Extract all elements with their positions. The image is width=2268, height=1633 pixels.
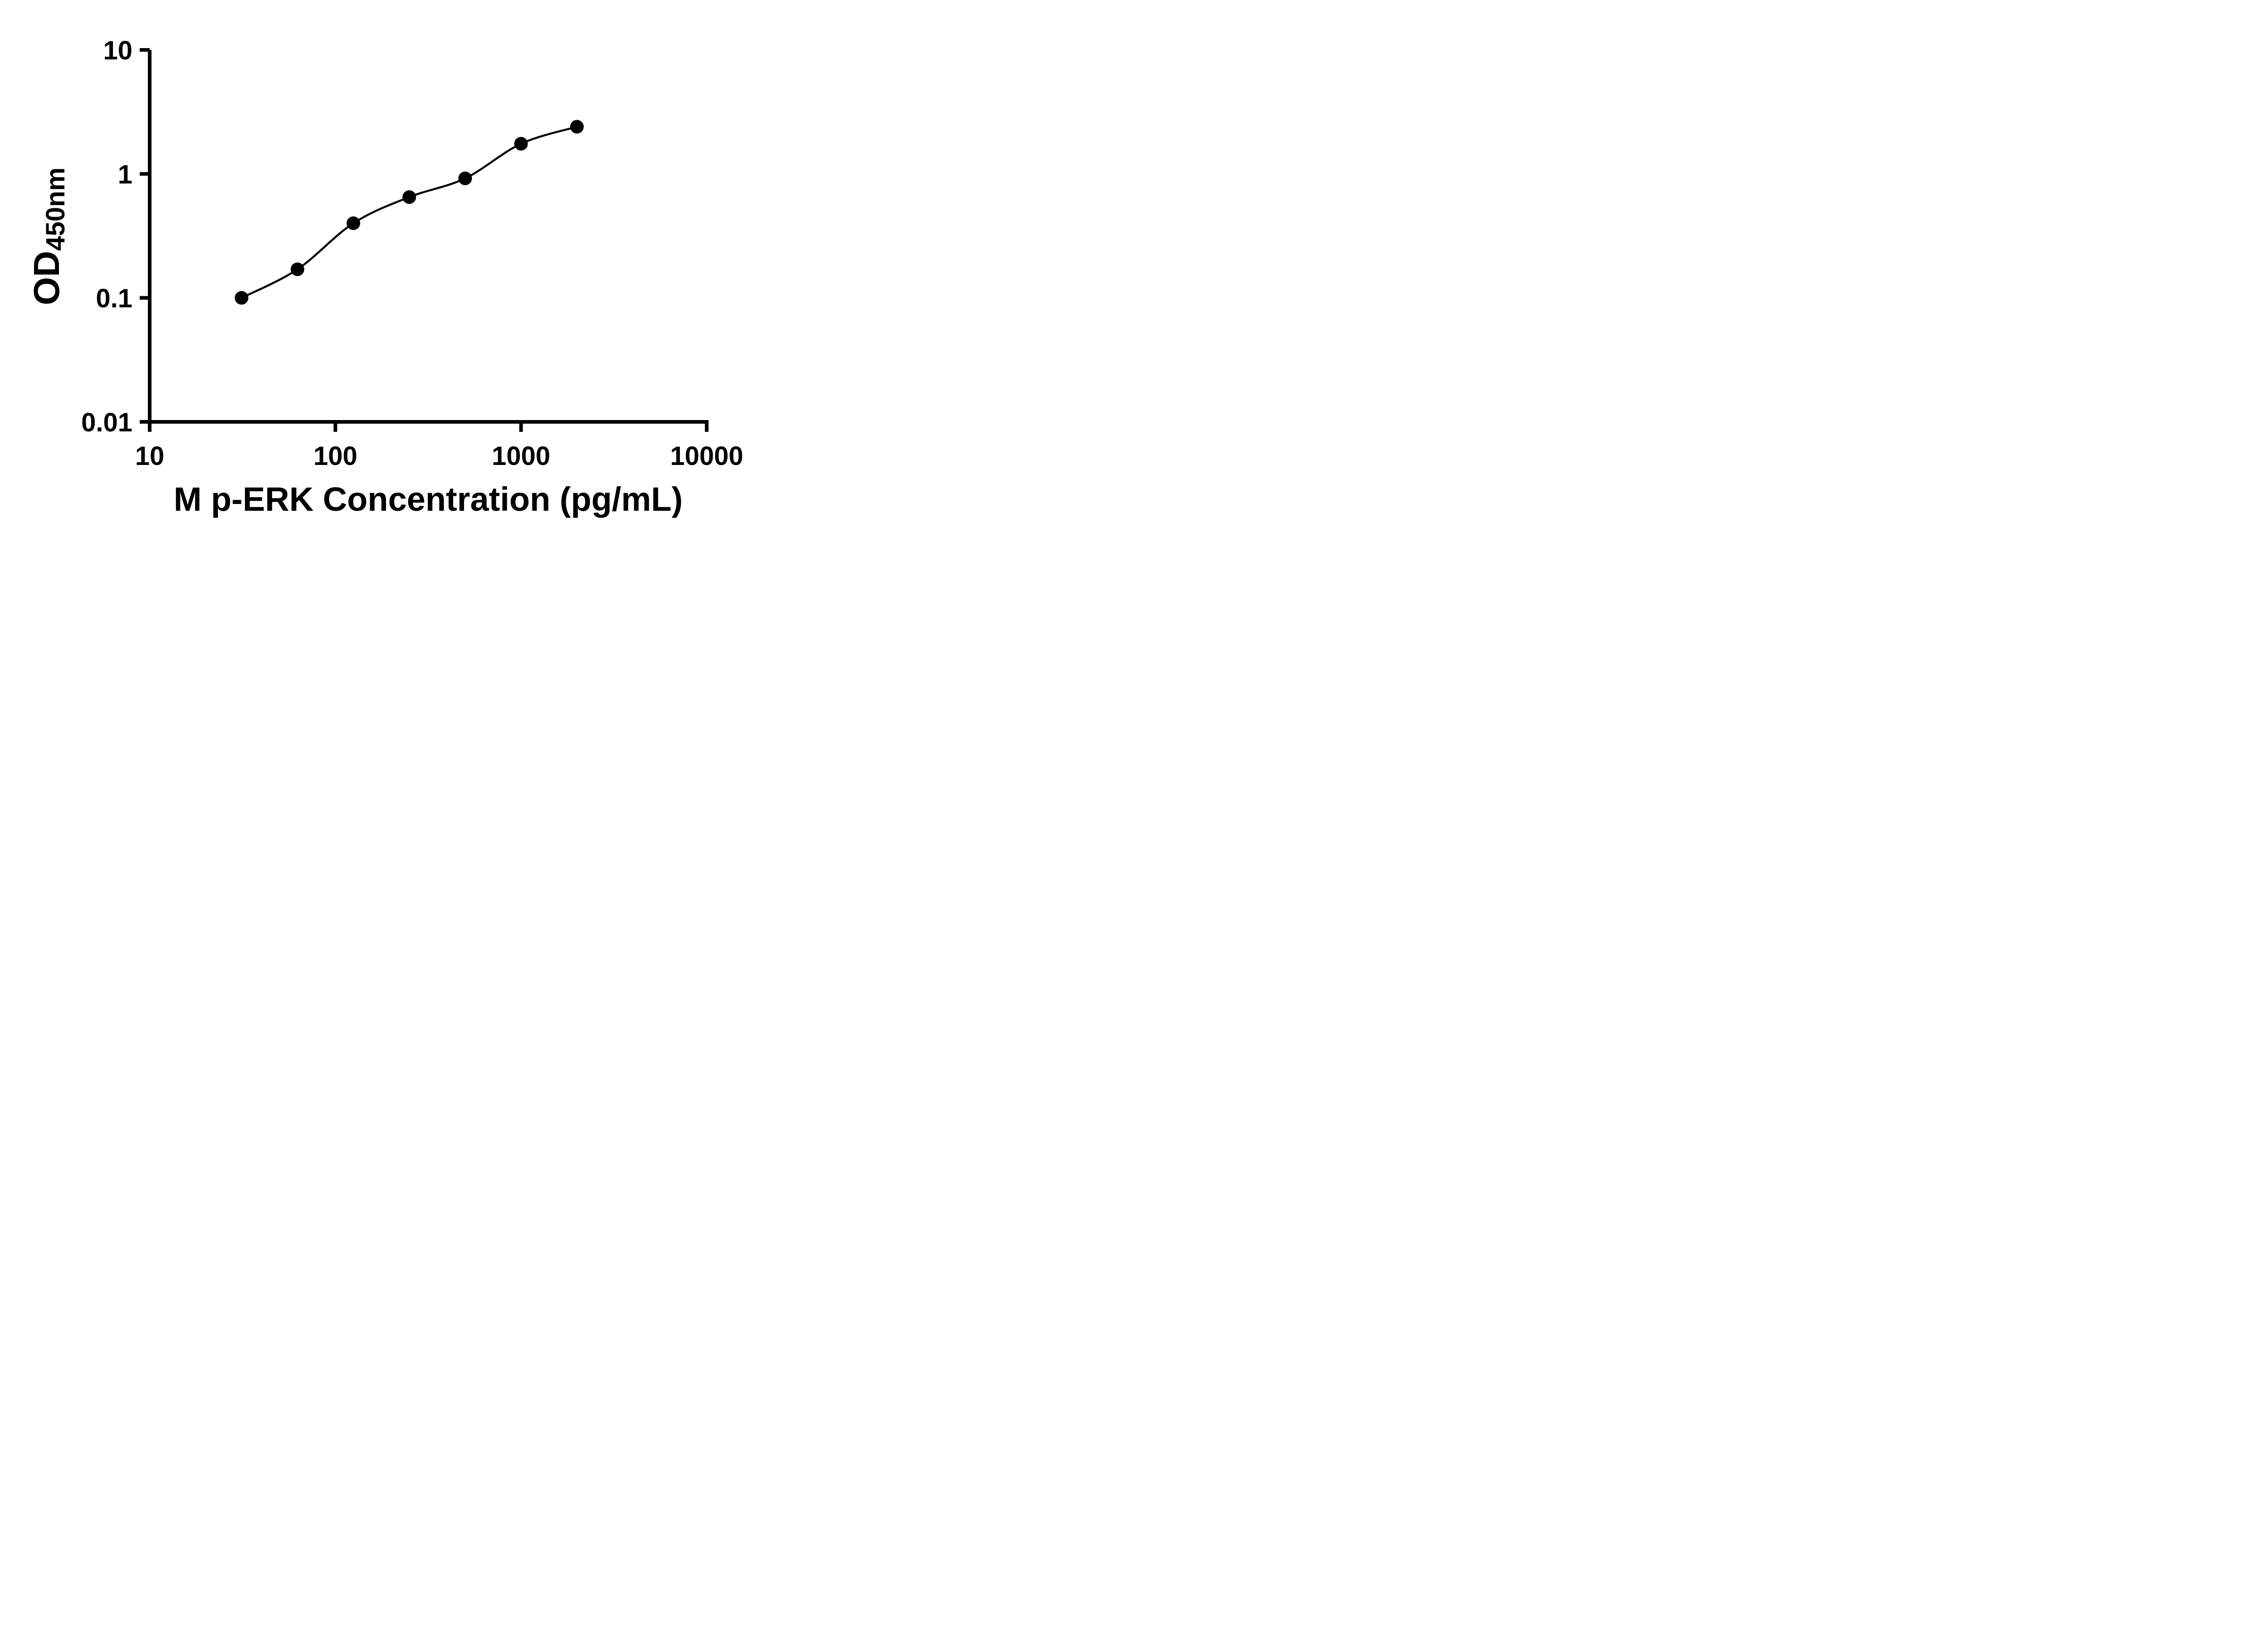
chart-svg: 10 100 1000 10000 0.01 0.1 1 10 (81, 36, 743, 471)
data-point (458, 171, 472, 186)
data-point (514, 137, 528, 151)
y-tick-label: 0.01 (81, 408, 132, 437)
y-axis-title-subscript: 450nm (41, 167, 70, 251)
x-axis-title: M p-ERK Concentration (pg/mL) (173, 480, 683, 518)
data-point (290, 262, 304, 276)
x-tick-label: 100 (313, 441, 357, 471)
y-tick-label: 10 (103, 36, 132, 65)
y-tick-label: 0.1 (96, 284, 132, 313)
x-tick-label: 1000 (492, 441, 550, 471)
x-tick-label: 10000 (670, 441, 743, 471)
y-axis-title: OD450nm (26, 167, 70, 305)
data-point (402, 190, 416, 204)
data-point (235, 291, 249, 305)
x-tick-label: 10 (135, 441, 165, 471)
standard-curve-figure: 10 100 1000 10000 0.01 0.1 1 10 OD450nm M p-ERK… (0, 0, 777, 544)
data-point (347, 216, 361, 230)
y-tick-label: 1 (118, 160, 132, 189)
y-axis-title-main: OD (26, 250, 67, 305)
data-point (570, 120, 584, 134)
